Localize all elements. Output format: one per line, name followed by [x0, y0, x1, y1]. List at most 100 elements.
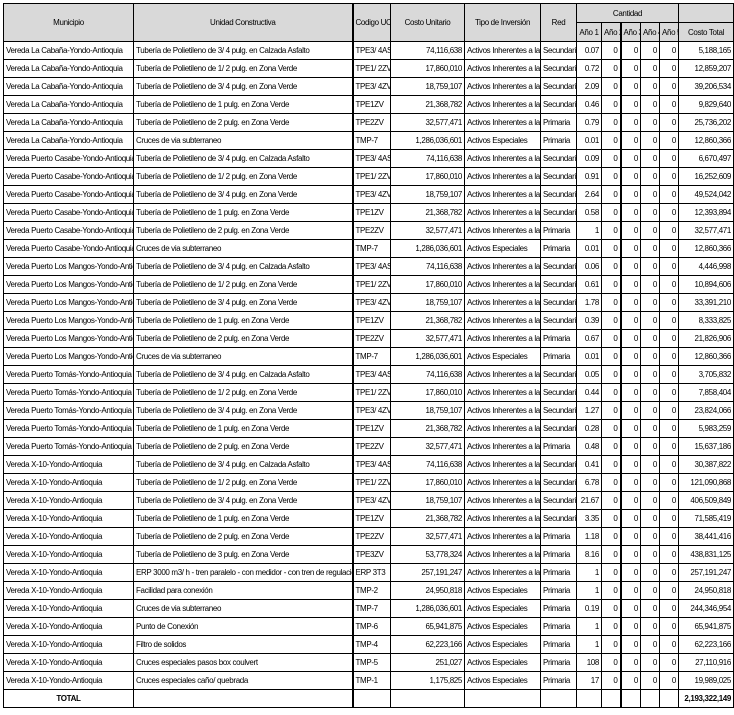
cell-anio-1: 1.78	[576, 293, 602, 312]
cell-anio-5: 0	[658, 383, 680, 402]
header-blank	[678, 3, 734, 23]
cell-codigo-uc: TPE3/ 4AS	[351, 149, 391, 168]
table-row: Vereda X-10-Yondo-Antioquia ERP 3000 m3/ …	[3, 563, 734, 582]
cell-anio-1: 0.19	[576, 599, 602, 618]
cell-codigo-uc: TPE1ZV	[351, 419, 391, 438]
cell-codigo-uc: TPE2ZV	[351, 221, 391, 240]
cell-anio-5: 0	[658, 185, 680, 204]
table-row: Vereda Puerto Casabe-Yondo-Antioquia Tube…	[3, 185, 734, 204]
cell-anio-2: 0	[601, 671, 621, 690]
cell-anio-1: 0.06	[576, 257, 602, 276]
cell-anio-3: 0	[619, 311, 641, 330]
cell-unidad-constructiva: Tubería de Polietileno de 3/ 4 pulg. en …	[133, 41, 353, 60]
cell-red: Secundaria	[540, 275, 577, 294]
cell-costo-total: 8,333,825	[678, 311, 734, 330]
cell-municipio: Vereda Puerto Los Mangos-Yondo-Antioquia	[3, 257, 134, 276]
cell-unidad-constructiva: Cruces de via subterraneo	[133, 239, 353, 258]
cell-anio-3: 0	[619, 635, 641, 654]
cell-anio-2: 0	[601, 311, 621, 330]
cell-costo-total: 65,941,875	[678, 617, 734, 636]
cell-anio-1: 6.78	[576, 473, 602, 492]
cell-anio-2: 0	[601, 167, 621, 186]
header-municipio: Municipio	[3, 3, 134, 42]
cell-costo-unitario: 24,950,818	[390, 581, 465, 600]
cell-anio-2: 0	[601, 365, 621, 384]
cell-anio-1: 2.09	[576, 77, 602, 96]
cell-anio-2: 0	[601, 149, 621, 168]
cell-tipo-inversion: Activos Inherentes a la Operación	[464, 221, 541, 240]
cell-costo-unitario: 62,223,166	[390, 635, 465, 654]
cell-unidad-constructiva: Tubería de Polietileno de 1/ 2 pulg. en …	[133, 383, 353, 402]
cell-codigo-uc: TPE1/ 2ZV	[351, 275, 391, 294]
cell-anio-5: 0	[658, 311, 680, 330]
cell-anio-1: 0.05	[576, 365, 602, 384]
cell-anio-5: 0	[658, 653, 680, 672]
cell-tipo-inversion: Activos Especiales	[464, 635, 541, 654]
cell-tipo-inversion: Activos Inherentes a la Operación	[464, 365, 541, 384]
table-row: Vereda X-10-Yondo-Antioquia Punto de Cone…	[3, 617, 734, 636]
cell-municipio: Vereda La Cabaña-Yondo-Antioquia	[3, 95, 134, 114]
cell-costo-unitario: 18,759,107	[390, 185, 465, 204]
cell-anio-5: 0	[658, 491, 680, 510]
cell-codigo-uc: TMP-7	[351, 239, 391, 258]
cell-unidad-constructiva: Tubería de Polietileno de 2 pulg. en Zon…	[133, 437, 353, 456]
cell-anio-3: 0	[619, 581, 641, 600]
cell-municipio: Vereda X-10-Yondo-Antioquia	[3, 599, 134, 618]
cell-red: Secundaria	[540, 185, 577, 204]
cell-costo-unitario: 257,191,247	[390, 563, 465, 582]
header-costo-total: Costo Total	[678, 22, 734, 42]
cell-anio-5: 0	[658, 545, 680, 564]
cell-anio-1: 1.27	[576, 401, 602, 420]
table-row: Vereda X-10-Yondo-Antioquia Tubería de Po…	[3, 545, 734, 564]
cell-anio-2: 0	[601, 59, 621, 78]
cell-anio-3: 0	[619, 257, 641, 276]
cell-municipio: Vereda X-10-Yondo-Antioquia	[3, 653, 134, 672]
cell-costo-unitario: 17,860,010	[390, 167, 465, 186]
cell-costo-unitario: 74,116,638	[390, 455, 465, 474]
cell-unidad-constructiva: ERP 3000 m3/ h - tren paralelo - con med…	[133, 563, 353, 582]
cell-unidad-constructiva: Punto de Conexión	[133, 617, 353, 636]
cell-anio-1: 0.91	[576, 167, 602, 186]
cell-codigo-uc: TPE3/ 4ZV	[351, 491, 391, 510]
cell-anio-2: 0	[601, 401, 621, 420]
cell-tipo-inversion: Activos Inherentes a la Operación	[464, 545, 541, 564]
cell-costo-total: 21,826,906	[678, 329, 734, 348]
cell-anio-5: 0	[658, 599, 680, 618]
cell-red: Primaria	[540, 563, 577, 582]
cell-codigo-uc: TPE2ZV	[351, 329, 391, 348]
table-row: Vereda Puerto Casabe-Yondo-Antioquia Tube…	[3, 203, 734, 222]
cell-municipio: Vereda X-10-Yondo-Antioquia	[3, 509, 134, 528]
cell-tipo-inversion: Activos Inherentes a la Operación	[464, 113, 541, 132]
cell-red: Primaria	[540, 113, 577, 132]
cell-codigo-uc: TPE1ZV	[351, 509, 391, 528]
cell-anio-3: 0	[619, 473, 641, 492]
header-anio-2: Año 2	[601, 22, 621, 42]
table-row: Vereda X-10-Yondo-Antioquia Cruces especi…	[3, 671, 734, 690]
cell-codigo-uc: TPE3/ 4ZV	[351, 293, 391, 312]
cell-tipo-inversion: Activos Especiales	[464, 581, 541, 600]
cell-red: Primaria	[540, 581, 577, 600]
cell-tipo-inversion: Activos Inherentes a la Operación	[464, 149, 541, 168]
table-row: Vereda Puerto Tomás-Yondo-Antioquia Tuber…	[3, 365, 734, 384]
header-codigo-uc: Codigo UC	[351, 3, 391, 42]
cell-anio-1: 1	[576, 635, 602, 654]
cell-anio-4: 0	[640, 239, 660, 258]
cell-anio-3: 0	[619, 617, 641, 636]
cell-unidad-constructiva: Tubería de Polietileno de 3/ 4 pulg. en …	[133, 77, 353, 96]
cell-costo-total: 30,387,822	[678, 455, 734, 474]
cell-municipio: Vereda La Cabaña-Yondo-Antioquia	[3, 131, 134, 150]
cell-tipo-inversion: Activos Inherentes a la Operación	[464, 491, 541, 510]
table-row: Vereda X-10-Yondo-Antioquia Cruces de via…	[3, 599, 734, 618]
cell-anio-4: 0	[640, 635, 660, 654]
cell-anio-1: 1	[576, 221, 602, 240]
cell-costo-total: 257,191,247	[678, 563, 734, 582]
cell-anio-4: 0	[640, 167, 660, 186]
cell-costo-total: 5,188,165	[678, 41, 734, 60]
cell-tipo-inversion: Activos Inherentes a la Operación	[464, 383, 541, 402]
table-row: Vereda Puerto Casabe-Yondo-Antioquia Cruc…	[3, 239, 734, 258]
cell-anio-2: 0	[601, 347, 621, 366]
cell-anio-4: 0	[640, 383, 660, 402]
cell-unidad-constructiva: Tubería de Polietileno de 3/ 4 pulg. en …	[133, 293, 353, 312]
cell-anio-5: 0	[658, 131, 680, 150]
cell-anio-4: 0	[640, 491, 660, 510]
